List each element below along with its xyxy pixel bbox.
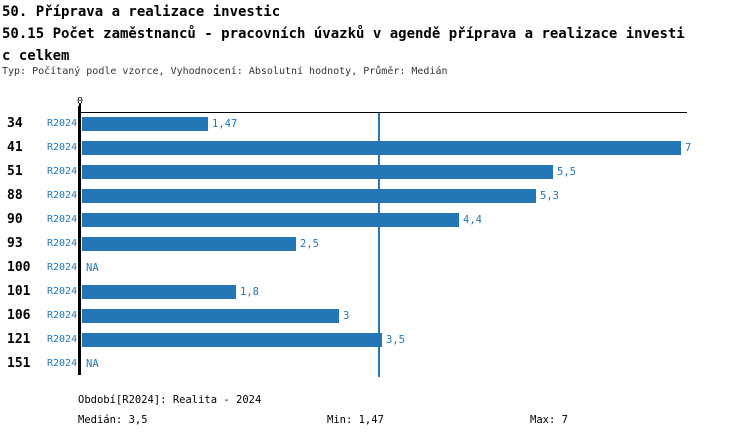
row-category-label: 41 [7,140,23,155]
chart-row: 90 R2024 4,4 [0,208,750,232]
x-axis-zero-label: 0 [76,96,84,107]
value-bar [82,141,681,155]
value-label: 2,5 [300,238,319,250]
row-period-label: R2024 [47,262,78,273]
row-period-label: R2024 [47,310,78,321]
row-category-label: 34 [7,116,23,131]
value-bar [82,309,339,323]
row-category-label: 101 [7,284,31,299]
chart-row: 101 R2024 1,8 [0,280,750,304]
median-line [378,113,380,377]
row-category-label: 93 [7,236,23,251]
chart-meta-text: Typ: Počítaný podle vzorce, Vyhodnocení:… [2,66,448,77]
value-bar [82,333,382,347]
chart-row: 41 R2024 7 [0,136,750,160]
chart-row: 100 R2024 NA [0,256,750,280]
indicator-subtitle-line1: 50.15 Počet zaměstnanců - pracovních úva… [2,26,685,42]
chart-row: 51 R2024 5,5 [0,160,750,184]
value-label: 1,47 [212,118,238,130]
page-title: 50. Příprava a realizace investic [2,4,281,20]
value-bar [82,213,459,227]
row-category-label: 121 [7,332,31,347]
chart-row: 121 R2024 3,5 [0,328,750,352]
median-stat: Medián: 3,5 [78,414,148,426]
row-period-label: R2024 [47,358,78,369]
row-category-label: 51 [7,164,23,179]
row-category-label: 90 [7,212,23,227]
row-period-label: R2024 [47,142,78,153]
value-label: 4,4 [463,214,482,226]
value-label: NA [86,262,99,274]
row-period-label: R2024 [47,190,78,201]
y-axis-line [78,106,81,375]
indicator-subtitle-line2: c celkem [2,48,70,64]
row-category-label: 151 [7,356,31,371]
row-category-label: 106 [7,308,31,323]
chart-row: 34 R2024 1,47 [0,112,750,136]
chart-row: 151 R2024 NA [0,352,750,376]
row-period-label: R2024 [47,214,78,225]
period-label: Období[R2024]: Realita - 2024 [78,394,262,406]
value-label: 7 [685,142,692,154]
row-period-label: R2024 [47,334,78,345]
value-label: 1,8 [240,286,259,298]
value-label: 5,3 [540,190,559,202]
value-label: NA [86,358,99,370]
value-label: 3,5 [386,334,405,346]
row-period-label: R2024 [47,238,78,249]
value-bar [82,189,536,203]
value-label: 3 [343,310,350,322]
value-label: 5,5 [557,166,576,178]
row-category-label: 100 [7,260,31,275]
value-bar [82,237,296,251]
min-stat: Min: 1,47 [327,414,384,426]
chart-row: 93 R2024 2,5 [0,232,750,256]
row-category-label: 88 [7,188,23,203]
chart-row: 106 R2024 3 [0,304,750,328]
x-axis-line [80,112,687,113]
row-period-label: R2024 [47,118,78,129]
row-period-label: R2024 [47,286,78,297]
max-stat: Max: 7 [530,414,568,426]
chart-row: 88 R2024 5,3 [0,184,750,208]
value-bar [82,165,553,179]
value-bar [82,117,208,131]
value-bar [82,285,236,299]
row-period-label: R2024 [47,166,78,177]
